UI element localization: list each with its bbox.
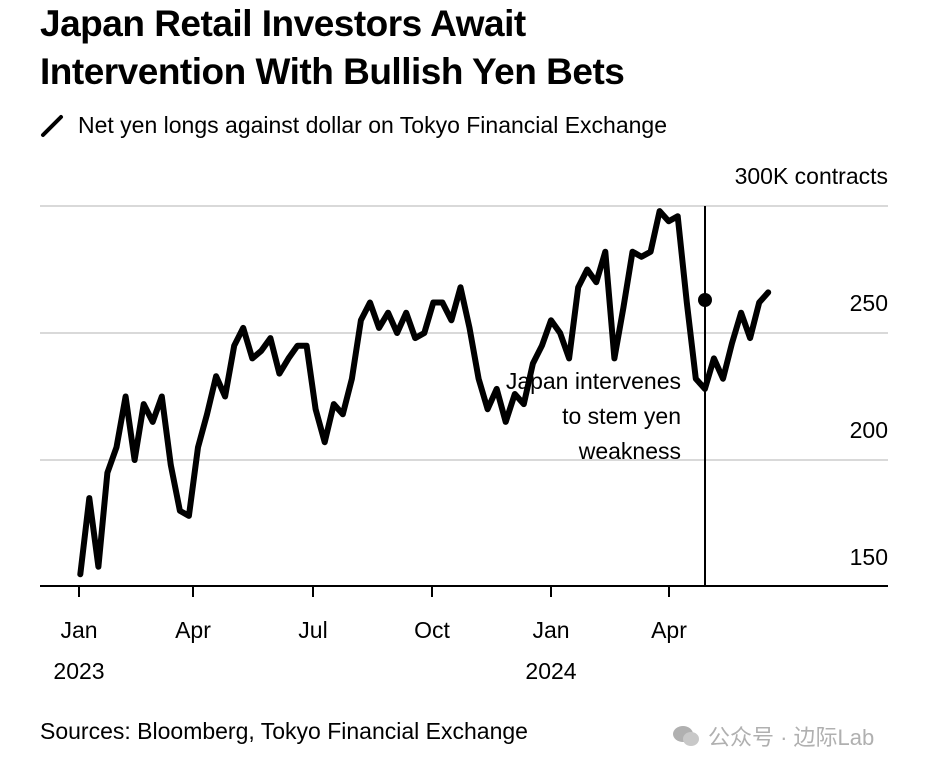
y-tick-200: 200 — [849, 417, 888, 443]
wechat-icon — [672, 724, 700, 748]
legend: Net yen longs against dollar on Tokyo Fi… — [40, 112, 667, 139]
y-tick-250: 250 — [849, 290, 888, 316]
x-axis-ticks — [78, 586, 670, 597]
chart-title: Japan Retail Investors Await Interventio… — [40, 0, 625, 96]
chart-title-line-2: Intervention With Bullish Yen Bets — [40, 51, 625, 92]
x-tick-apr-2023: Apr — [175, 617, 211, 643]
y-tick-150: 150 — [849, 544, 888, 570]
x-tick-jan-2024: Jan 2024 — [525, 617, 577, 684]
source-note: Sources: Bloomberg, Tokyo Financial Exch… — [40, 718, 528, 744]
data-line — [77, 208, 772, 578]
line-legend-icon — [40, 114, 64, 138]
legend-label: Net yen longs against dollar on Tokyo Fi… — [78, 112, 667, 138]
y-axis-unit-label: 300K contracts — [734, 163, 888, 189]
x-tick-apr-2024: Apr — [651, 617, 687, 643]
x-tick-jul-2023: Jul — [298, 617, 328, 643]
chart-title-line-1: Japan Retail Investors Await — [40, 3, 526, 44]
x-tick-oct-2023: Oct — [414, 617, 450, 643]
intervention-annotation: Japan intervenes to stem yen weakness — [505, 368, 681, 464]
watermark: 公众号 · 边际Lab — [672, 720, 874, 752]
x-tick-jan-2023: Jan 2023 — [53, 617, 105, 684]
watermark-text: 公众号 · 边际Lab — [708, 725, 875, 750]
intervention-point — [698, 293, 712, 307]
